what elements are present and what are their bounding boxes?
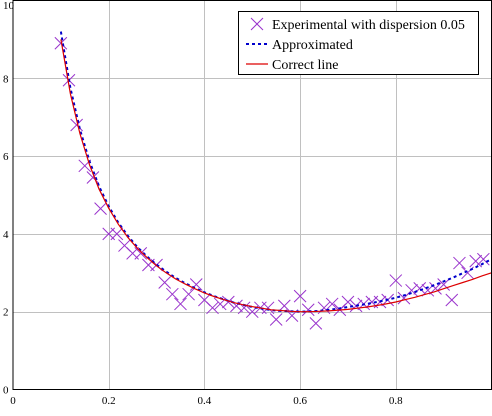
y-tick-label: 4 [3,229,9,241]
tick-labels: 0 0.2 0.4 0.6 0.8 0 2 4 6 8 10 [3,0,403,407]
data-point [189,278,203,291]
x-tick-label: 0 [10,395,16,407]
data-point [54,36,68,50]
y-tick-label: 6 [3,151,9,163]
data-point [174,297,187,311]
legend-label: Experimental with dispersion 0.05 [272,18,465,33]
data-point [158,276,172,289]
data-point [437,278,451,291]
legend: Experimental with dispersion 0.05 Approxi… [238,11,479,75]
data-point [293,289,307,303]
data-point [221,295,235,309]
data-point [261,301,275,315]
legend-box [238,11,479,75]
y-tick-label: 0 [3,385,9,397]
data-point [182,287,195,301]
x-tick-label: 0.4 [198,395,212,407]
series-correct-line [60,39,492,313]
plot-series [54,31,492,330]
data-point [309,317,323,330]
data-point [165,287,179,301]
data-point [94,202,107,215]
y-tick-label: 10 [3,0,15,12]
x-tick-label: 0.8 [389,395,403,407]
legend-label: Correct line [272,58,338,73]
data-point [389,274,403,287]
data-point [134,246,148,260]
data-point [110,227,124,241]
data-point [269,313,283,326]
data-point [70,118,83,132]
series-experimental [54,36,490,330]
data-point [445,293,459,307]
data-point [453,256,466,270]
data-point [325,297,339,311]
data-point [86,171,100,184]
data-point [301,303,315,317]
data-point [469,254,483,268]
data-point [206,301,219,315]
data-point [405,283,418,297]
data-point [477,252,490,266]
series-approximated [59,31,492,313]
legend-label: Approximated [272,38,353,53]
y-tick-label: 8 [3,73,9,85]
legend-marker-x [250,17,264,31]
x-tick-label: 0.6 [293,395,307,407]
x-tick-label: 0.2 [102,395,116,407]
y-tick-label: 2 [3,307,9,319]
